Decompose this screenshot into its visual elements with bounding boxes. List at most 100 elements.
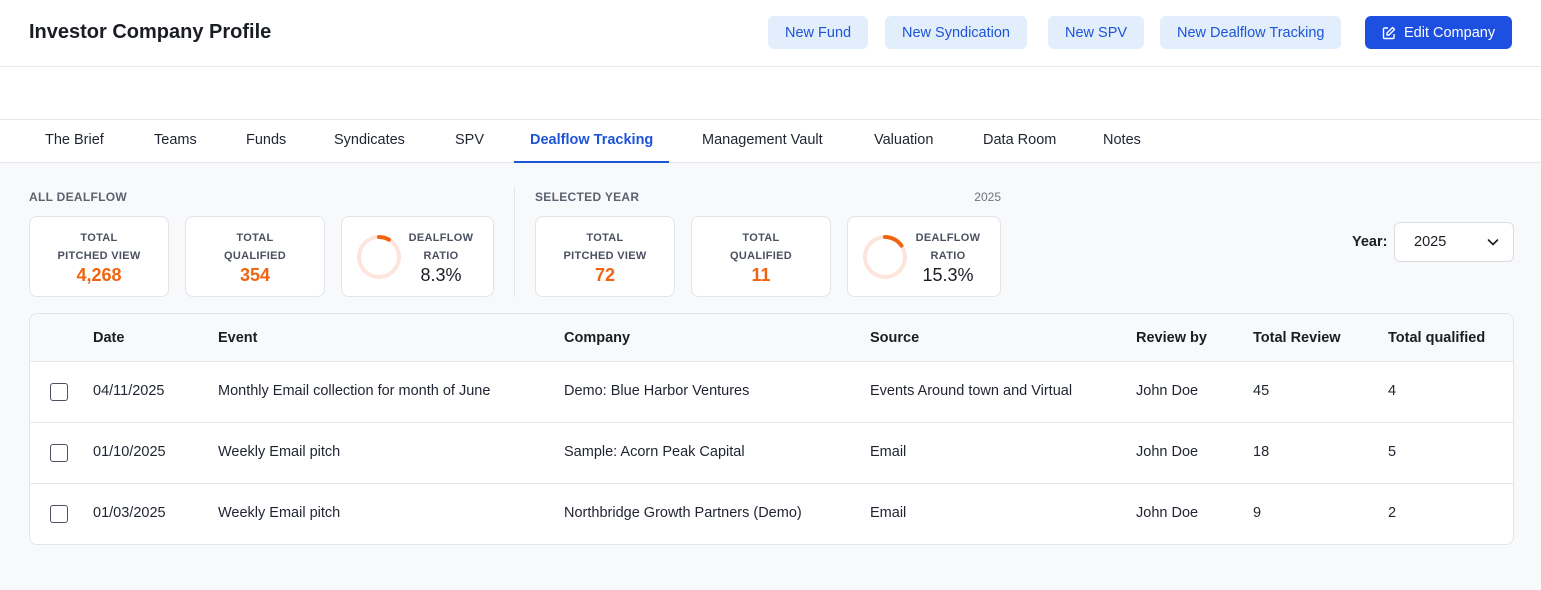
cell-date: 04/11/2025: [93, 383, 165, 399]
year-total-pitched-value: 72: [594, 265, 616, 285]
new-dealflow-tracking-button[interactable]: New Dealflow Tracking: [1160, 16, 1342, 49]
row-checkbox[interactable]: [50, 505, 68, 523]
tab-dealflow-tracking[interactable]: Dealflow Tracking: [514, 120, 670, 163]
all-dealflow-ratio-value: 8.3%: [420, 265, 462, 285]
selected-year-value: 2025: [974, 190, 1001, 204]
table-row[interactable]: 01/03/2025 Weekly Email pitch Northbridg…: [30, 484, 1513, 544]
page-title: Investor Company Profile: [29, 21, 272, 43]
cell-total-review: 9: [1253, 505, 1262, 521]
label-line: DEALFLOW: [915, 232, 981, 244]
ratio-donut-chart: [357, 235, 401, 279]
label-line: TOTAL: [80, 232, 118, 244]
cell-source: Email: [870, 444, 907, 460]
new-syndication-button[interactable]: New Syndication: [885, 16, 1027, 49]
tab-notes[interactable]: Notes: [1103, 132, 1141, 148]
tab-funds[interactable]: Funds: [246, 132, 287, 148]
year-total-pitched-label: TOTAL PITCHED VIEW: [536, 229, 674, 265]
all-total-pitched-label: TOTAL PITCHED VIEW: [30, 229, 168, 265]
year-total-qualified-label: TOTAL QUALIFIED: [692, 229, 830, 265]
all-total-pitched-value: 4,268: [76, 265, 122, 285]
edit-icon: [1382, 26, 1396, 39]
donut-track: [357, 235, 401, 279]
year-dealflow-ratio-card: DEALFLOW RATIO 15.3%: [847, 216, 1001, 297]
cell-total-qualified: 4: [1388, 383, 1397, 399]
table-header: Date Event Company Source Review by Tota…: [30, 314, 1513, 362]
edit-company-button[interactable]: Edit Company: [1365, 16, 1513, 49]
tab-spv[interactable]: SPV: [455, 132, 485, 148]
all-total-qualified-label: TOTAL QUALIFIED: [186, 229, 324, 265]
column-header-source[interactable]: Source: [870, 330, 920, 346]
page-header: Investor Company Profile New Fund New Sy…: [0, 0, 1541, 67]
column-header-event[interactable]: Event: [218, 330, 258, 346]
table-row[interactable]: 04/11/2025 Monthly Email collection for …: [30, 362, 1513, 423]
cell-review-by: John Doe: [1136, 505, 1199, 521]
cell-total-qualified: 5: [1388, 444, 1397, 460]
cell-event: Weekly Email pitch: [218, 444, 341, 460]
cell-source: Email: [870, 505, 907, 521]
tab-teams[interactable]: Teams: [154, 132, 197, 148]
selected-year-heading: SELECTED YEAR: [535, 190, 640, 204]
year-total-qualified-value: 11: [751, 265, 771, 285]
cell-review-by: John Doe: [1136, 444, 1199, 460]
new-spv-button[interactable]: New SPV: [1048, 16, 1145, 49]
donut-progress: [357, 235, 401, 279]
cell-event: Weekly Email pitch: [218, 505, 341, 521]
column-header-company[interactable]: Company: [564, 330, 631, 346]
edit-company-label: Edit Company: [1404, 24, 1496, 41]
row-checkbox[interactable]: [50, 444, 68, 462]
tab-the-brief[interactable]: The Brief: [45, 132, 104, 148]
table-row[interactable]: 01/10/2025 Weekly Email pitch Sample: Ac…: [30, 423, 1513, 484]
cell-company: Demo: Blue Harbor Ventures: [564, 383, 750, 399]
all-total-qualified-value: 354: [239, 265, 271, 285]
all-dealflow-ratio-label: DEALFLOW RATIO: [401, 229, 481, 265]
cell-total-review: 45: [1253, 383, 1270, 399]
label-line: TOTAL: [236, 232, 274, 244]
cell-company: Northbridge Growth Partners (Demo): [564, 505, 802, 521]
label-line: RATIO: [423, 250, 459, 262]
tab-management-vault[interactable]: Management Vault: [702, 132, 823, 148]
label-line: QUALIFIED: [730, 250, 792, 262]
ratio-donut-chart: [863, 235, 907, 279]
column-header-total-review[interactable]: Total Review: [1253, 330, 1341, 346]
donut-progress: [863, 235, 907, 279]
dealflow-table: Date Event Company Source Review by Tota…: [29, 313, 1514, 545]
cell-date: 01/03/2025: [93, 505, 166, 521]
tab-bar: The Brief Teams Funds Syndicates SPV Dea…: [0, 119, 1541, 163]
label-line: TOTAL: [742, 232, 780, 244]
cell-event: Monthly Email collection for month of Ju…: [218, 383, 491, 399]
cell-total-review: 18: [1253, 444, 1270, 460]
label-line: PITCHED VIEW: [57, 250, 141, 262]
all-total-pitched-card: TOTAL PITCHED VIEW 4,268: [29, 216, 169, 297]
label-line: QUALIFIED: [224, 250, 286, 262]
label-line: RATIO: [930, 250, 966, 262]
label-line: PITCHED VIEW: [563, 250, 647, 262]
year-select-value: 2025: [1414, 234, 1447, 250]
chevron-down-icon: [1487, 239, 1499, 246]
all-dealflow-ratio-card: DEALFLOW RATIO 8.3%: [341, 216, 494, 297]
new-fund-button[interactable]: New Fund: [768, 16, 869, 49]
label-line: DEALFLOW: [408, 232, 474, 244]
column-header-date[interactable]: Date: [93, 330, 125, 346]
label-line: TOTAL: [586, 232, 624, 244]
all-dealflow-heading: ALL DEALFLOW: [29, 190, 128, 204]
tab-valuation[interactable]: Valuation: [874, 132, 934, 148]
cell-source: Events Around town and Virtual: [870, 383, 1073, 399]
year-dealflow-ratio-label: DEALFLOW RATIO: [908, 229, 988, 265]
cell-date: 01/10/2025: [93, 444, 166, 460]
section-divider: [514, 187, 515, 297]
year-dealflow-ratio-value: 15.3%: [922, 265, 974, 285]
tab-syndicates[interactable]: Syndicates: [334, 132, 405, 148]
column-header-total-qualified[interactable]: Total qualified: [1388, 330, 1486, 346]
header-spacer: [0, 67, 1541, 119]
year-filter-label: Year:: [1352, 234, 1388, 250]
year-total-qualified-card: TOTAL QUALIFIED 11: [691, 216, 831, 297]
column-header-review-by[interactable]: Review by: [1136, 330, 1207, 346]
tab-data-room[interactable]: Data Room: [983, 132, 1057, 148]
cell-review-by: John Doe: [1136, 383, 1199, 399]
year-select[interactable]: 2025: [1394, 222, 1514, 262]
all-total-qualified-card: TOTAL QUALIFIED 354: [185, 216, 325, 297]
year-total-pitched-card: TOTAL PITCHED VIEW 72: [535, 216, 675, 297]
cell-total-qualified: 2: [1388, 505, 1397, 521]
cell-company: Sample: Acorn Peak Capital: [564, 444, 745, 460]
row-checkbox[interactable]: [50, 383, 68, 401]
